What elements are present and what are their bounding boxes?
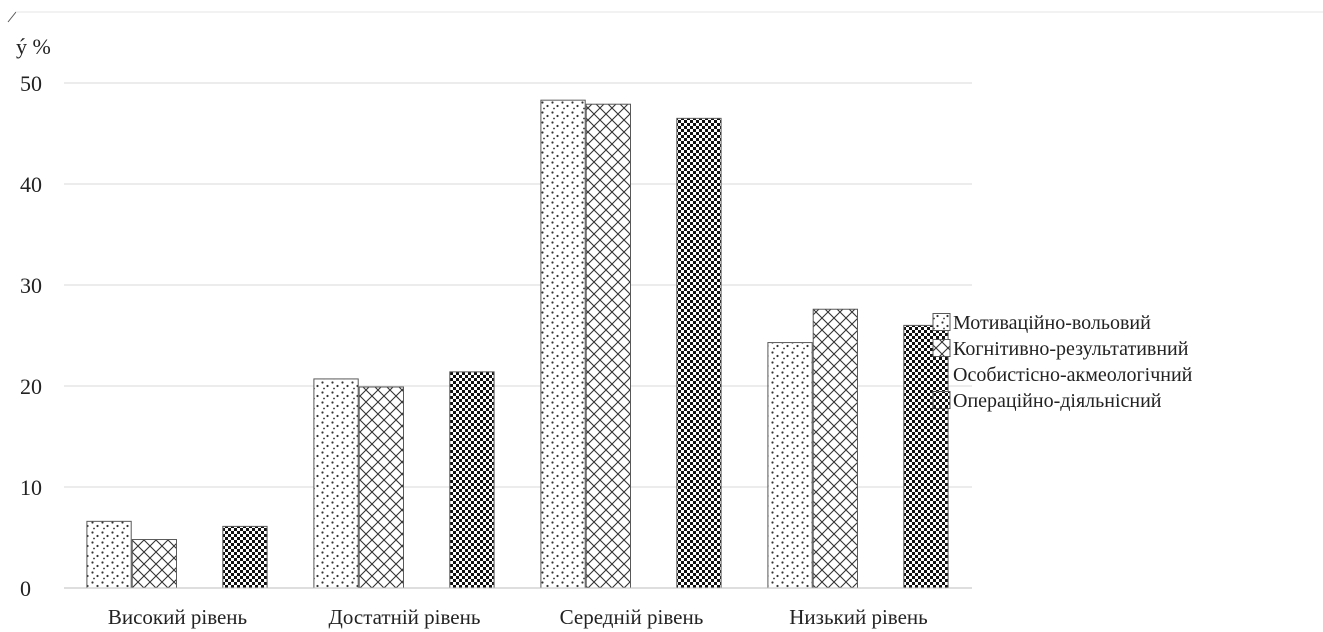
legend-label: Операційно-діяльнісний — [953, 390, 1162, 412]
y-axis-ticks: 0 10 20 30 40 50 — [20, 71, 42, 601]
y-tick-label: 0 — [20, 576, 31, 601]
legend-label: Особистісно-акмеологічний — [953, 364, 1193, 386]
bars — [86, 99, 949, 589]
category-labels: Високий рівень Достатній рівень Середній р… — [108, 605, 928, 629]
x-category-label: Низький рівень — [789, 605, 927, 629]
y-tick-label: 10 — [20, 475, 42, 500]
y-tick-label: 40 — [20, 172, 42, 197]
legend-label: Мотиваційно-вольовий — [953, 312, 1151, 334]
legend-swatch — [932, 313, 951, 331]
corner-mark — [7, 11, 17, 23]
bar — [540, 99, 586, 589]
bar — [449, 371, 495, 589]
bar — [903, 324, 949, 589]
bar — [585, 103, 632, 589]
bar — [222, 525, 268, 589]
legend-swatch — [932, 391, 951, 409]
y-tick-label: 30 — [20, 273, 42, 298]
bar — [767, 342, 813, 589]
legend-label: Когнітивно-результативний — [953, 338, 1189, 360]
bar — [358, 386, 405, 589]
bar — [313, 378, 359, 589]
y-tick-label: 50 — [20, 71, 42, 96]
x-category-label: Достатній рівень — [329, 605, 481, 629]
x-category-label: Середній рівень — [560, 605, 704, 629]
gridlines — [64, 82, 972, 488]
bar — [812, 308, 859, 589]
bar — [131, 539, 177, 589]
x-category-label: Високий рівень — [108, 605, 247, 629]
legend-swatch — [932, 339, 951, 357]
bar — [86, 520, 132, 589]
y-tick-label: 20 — [20, 374, 42, 399]
bar — [676, 117, 722, 589]
y-axis-label: ý % — [16, 34, 51, 59]
legend: Мотиваційно-вольовий Когнітивно-результат… — [932, 312, 1193, 412]
